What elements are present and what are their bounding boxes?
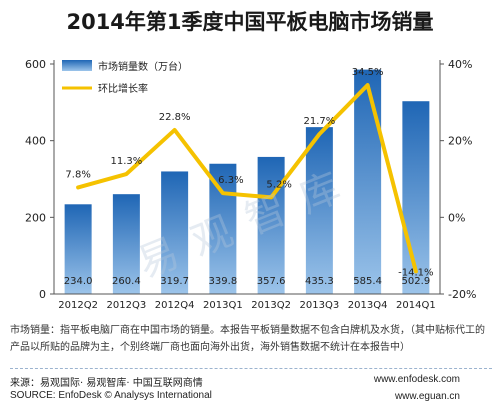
bar-value-label: 502.9 [402, 276, 431, 287]
bar-value-label: 234.0 [64, 276, 93, 287]
growth-rate-label: 6.3% [218, 175, 243, 186]
chart-title: 2014年第1季度中国平板电脑市场销量 [66, 10, 434, 34]
bar-value-label: 585.4 [353, 276, 382, 287]
chart-svg: 0 200 400 600 -20% 0% 20% 40% 234.0 2012Q2 260.4 2… [25, 58, 476, 310]
y-tick-label-right: 40% [448, 58, 472, 71]
legend-line-label: 环比增长率 [98, 82, 148, 95]
growth-rate-point [221, 191, 225, 195]
bar-value-label: 339.8 [209, 276, 238, 287]
growth-rate-point [76, 185, 80, 189]
legend-bar-label: 市场销量数（万台） [98, 60, 188, 73]
footnote: 市场销量：指平板电脑厂商在中国市场的销量。本报告平板销量数据不包含白牌机及水货，… [10, 325, 485, 353]
x-tick-label: 2014Q1 [396, 300, 436, 310]
footer-divider [10, 368, 492, 369]
growth-rate-point [124, 172, 128, 176]
y-tick-label-right: 0% [448, 211, 465, 224]
bar-2013Q3 [305, 127, 333, 294]
legend-bar-swatch [62, 60, 92, 71]
bar-value-label: 319.7 [160, 276, 189, 287]
growth-rate-point [269, 195, 273, 199]
bar-2013Q1 [209, 163, 237, 294]
x-tick-label: 2013Q1 [203, 300, 243, 310]
growth-rate-label: 21.7% [303, 116, 335, 127]
growth-rate-line [76, 83, 418, 274]
y-tick-label-right: 20% [448, 135, 472, 148]
growth-rate-label: -14.1% [398, 267, 433, 278]
bar-2013Q4 [354, 69, 382, 294]
growth-rate-label: 11.3% [110, 156, 142, 167]
y-tick-label-left: 600 [25, 58, 46, 71]
growth-rate-point [366, 83, 370, 87]
y-tick-label-left: 400 [25, 135, 46, 148]
bar-2013Q2 [257, 156, 285, 294]
growth-rate-label: 22.8% [159, 112, 191, 123]
growth-rate-label: 7.8% [65, 169, 90, 180]
growth-rate-point [414, 269, 418, 273]
eguan-url: www.eguan.cn [394, 391, 460, 402]
x-tick-label: 2012Q3 [107, 300, 147, 310]
y-tick-label-left: 200 [25, 211, 46, 224]
x-tick-label: 2012Q4 [155, 300, 195, 310]
y-tick-label-left: 0 [39, 288, 46, 301]
bar-value-label: 435.3 [305, 276, 334, 287]
growth-rate-point [173, 128, 177, 132]
x-tick-label: 2013Q4 [348, 300, 388, 310]
bar-value-label: 260.4 [112, 276, 141, 287]
x-tick-label: 2013Q2 [251, 300, 291, 310]
bar-2012Q3 [112, 194, 140, 294]
growth-rate-label: 5.2% [266, 179, 291, 190]
source-english: SOURCE: EnfoDesk © Analysys Internationa… [10, 390, 212, 401]
y-tick-label-right: -20% [448, 288, 476, 301]
source-chinese: 来源：易观国际· 易观智库· 中国互联网商情 [10, 378, 203, 389]
x-tick-label: 2013Q3 [300, 300, 340, 310]
bar-2012Q4 [161, 171, 189, 294]
growth-rate-point [317, 132, 321, 136]
bar-value-label: 357.6 [257, 276, 286, 287]
bar-2014Q1 [402, 101, 430, 294]
growth-rate-label: 34.5% [352, 67, 384, 78]
x-tick-label: 2012Q2 [58, 300, 98, 310]
bar-2012Q2 [64, 204, 92, 294]
enfodesk-url: www.enfodesk.com [373, 374, 460, 385]
